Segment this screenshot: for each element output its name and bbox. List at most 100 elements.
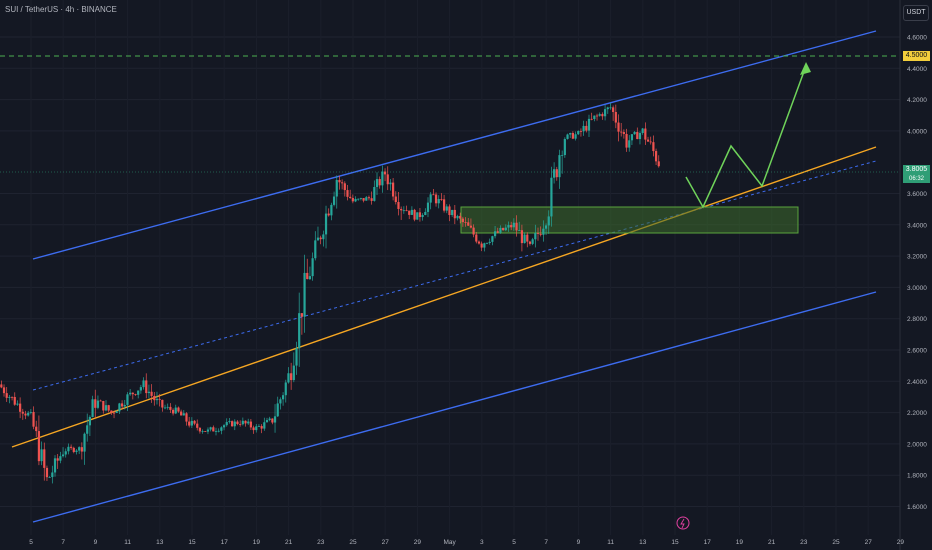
event-marker-icon[interactable] [676,516,690,530]
chart-grid [0,36,900,507]
candle-body [102,400,105,411]
candle-body [126,394,129,405]
candle-body [582,125,585,132]
candle-body [32,411,35,427]
candle-body [115,411,118,413]
candle-body [595,115,599,117]
candle-body [268,418,271,421]
candle-body [488,241,491,243]
candle-body [166,406,169,408]
candle-body [209,427,212,430]
price-axis-background [900,0,932,550]
candle-body [343,183,346,191]
candle-body [499,227,502,233]
candle-body [257,426,261,427]
candle-body [383,171,387,175]
time-axis[interactable]: 5 7 9 11 13 15 17 19 21 23 25 27 29 May 3 5 7 9 11 13 15 17 19… [29,539,904,546]
candle-body [316,237,320,241]
candle-body [27,412,30,416]
candle-body [265,420,269,423]
time-axis-label: 19 [736,539,744,546]
candle-body [359,198,363,199]
candle-body [233,421,236,427]
time-axis-label: 29 [414,539,422,546]
candle-body [451,209,454,216]
candle-body [10,396,14,398]
time-axis-label: 25 [349,539,357,546]
candle-body [231,421,234,427]
candle-body [649,141,652,143]
time-axis-label: 9 [577,539,581,546]
currency-badge[interactable]: USDT [903,5,929,21]
time-axis-label: 29 [897,539,905,546]
candle-body [574,134,577,139]
candle-body [80,447,83,452]
time-axis-label: 17 [221,539,229,546]
candle-body [579,131,583,132]
candle-body [53,458,57,473]
candle-body [502,227,505,231]
candle-body [461,218,464,223]
candle-body [217,430,220,432]
time-axis-label: 21 [285,539,293,546]
time-axis-label: 19 [253,539,261,546]
time-axis-label: 27 [865,539,873,546]
channel-upper-line[interactable] [32,30,877,260]
candle-body [341,182,344,184]
demand-zone-box[interactable] [460,206,799,234]
support-trendline[interactable] [11,146,877,448]
price-axis-label: 3.2000 [907,254,927,261]
candle-body [180,411,183,416]
candle-body [518,230,521,232]
price-axis-label: 4.2000 [907,97,927,104]
candle-body [485,242,489,244]
candle-body [566,134,569,139]
candle-body [504,227,507,231]
candle-body [357,198,360,200]
candle-body [373,186,376,201]
price-axis-label: 4.4000 [907,66,927,73]
candle-body [418,212,422,218]
candle-body [400,208,403,211]
time-axis-label: 15 [671,539,679,546]
candle-body [547,216,550,226]
candle-body [652,142,655,152]
candle-body [212,427,215,432]
time-axis-label: May [443,539,456,546]
candle-body [644,128,647,140]
candle-body [354,198,357,202]
candle-body [48,477,51,478]
time-axis-label: 9 [94,539,98,546]
candle-body [598,114,601,116]
candle-body [472,227,475,235]
projection-path-arrow[interactable] [685,65,807,209]
candle-body [8,396,11,398]
time-axis-label: 13 [639,539,647,546]
candle-body [88,416,91,426]
candle-body [290,373,293,381]
channel-midline[interactable] [32,160,877,391]
candle-body [247,421,250,424]
candle-body [424,211,427,215]
candle-body [636,131,639,140]
candle-body [507,225,510,228]
candle-body [464,222,467,223]
price-axis[interactable]: 4.6000 4.4000 4.2000 4.0000 3.6000 3.4000 3.20… [907,35,927,512]
candle-body [550,177,553,217]
channel-lower-line[interactable] [32,291,877,523]
candle-body [249,421,252,428]
candle-body [78,447,81,451]
candlestick-series[interactable] [0,102,660,484]
candle-body [606,107,609,110]
candle-body [83,433,86,452]
price-axis-label: 2.6000 [907,348,927,355]
candle-body [43,449,46,468]
price-axis-label: 4.0000 [907,128,927,135]
candle-body [182,413,185,416]
candle-body [281,395,285,400]
candle-body [483,243,486,248]
candle-body [110,410,113,413]
candle-body [534,233,537,240]
candle-body [150,391,153,396]
